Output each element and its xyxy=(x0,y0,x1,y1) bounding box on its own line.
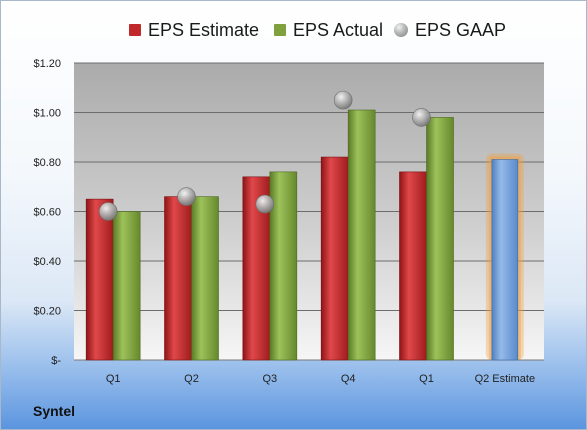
y-tick-label: $- xyxy=(51,355,61,367)
legend-item-actual: EPS Actual xyxy=(274,15,383,45)
y-tick-label: $0.80 xyxy=(33,157,61,169)
bars xyxy=(85,109,524,361)
gaap-marker xyxy=(177,187,196,206)
y-tick-label: $1.20 xyxy=(33,58,61,70)
legend-label-estimate: EPS Estimate xyxy=(148,19,260,40)
x-axis-labels: Q1 Q2 Q3 Q4 Q1 Q2 Estimate xyxy=(106,373,535,385)
gaap-marker xyxy=(255,194,275,214)
legend-swatch-actual xyxy=(274,24,286,36)
y-tick-label: $0.60 xyxy=(33,207,61,219)
gaap-marker xyxy=(98,202,118,221)
bar-eps-estimate xyxy=(320,156,349,361)
bar-eps-actual xyxy=(191,196,219,361)
x-tick-label: Q2 Estimate xyxy=(475,373,536,385)
gridlines xyxy=(74,62,544,361)
bar-eps-estimate xyxy=(164,196,192,361)
company-name: Syntel xyxy=(33,403,76,419)
bar-eps-actual xyxy=(112,211,141,361)
legend-item-gaap: EPS GAAP xyxy=(394,15,506,45)
x-tick-label: Q1 xyxy=(106,373,121,385)
x-tick-label: Q2 xyxy=(184,373,199,385)
legend-swatch-gaap xyxy=(394,23,408,37)
y-tick-label: $1.00 xyxy=(33,108,61,120)
gaap-markers xyxy=(98,90,431,221)
x-tick-label: Q1 xyxy=(419,373,434,385)
bar-eps-actual xyxy=(426,117,454,361)
bar-eps-actual xyxy=(269,171,298,361)
bar-eps-actual xyxy=(347,109,376,361)
y-tick-label: $0.40 xyxy=(33,256,61,268)
y-axis-labels: $- $0.20 $0.40 $0.60 $0.80 $1.00 $1.20 xyxy=(33,58,61,367)
legend-label-gaap: EPS GAAP xyxy=(415,19,507,40)
x-tick-label: Q3 xyxy=(262,373,277,385)
gaap-marker xyxy=(333,90,353,110)
bar-q2-estimate xyxy=(491,159,519,361)
bar-eps-estimate xyxy=(399,171,427,361)
x-tick-label: Q4 xyxy=(341,373,356,385)
legend-item-estimate: EPS Estimate xyxy=(129,15,259,45)
gaap-marker xyxy=(412,108,431,127)
y-tick-label: $0.20 xyxy=(33,306,61,318)
legend-label-actual: EPS Actual xyxy=(293,19,384,40)
legend-swatch-estimate xyxy=(129,24,141,36)
bar-eps-estimate xyxy=(85,198,114,361)
legend: EPS Estimate EPS Actual EPS GAAP xyxy=(1,15,586,45)
